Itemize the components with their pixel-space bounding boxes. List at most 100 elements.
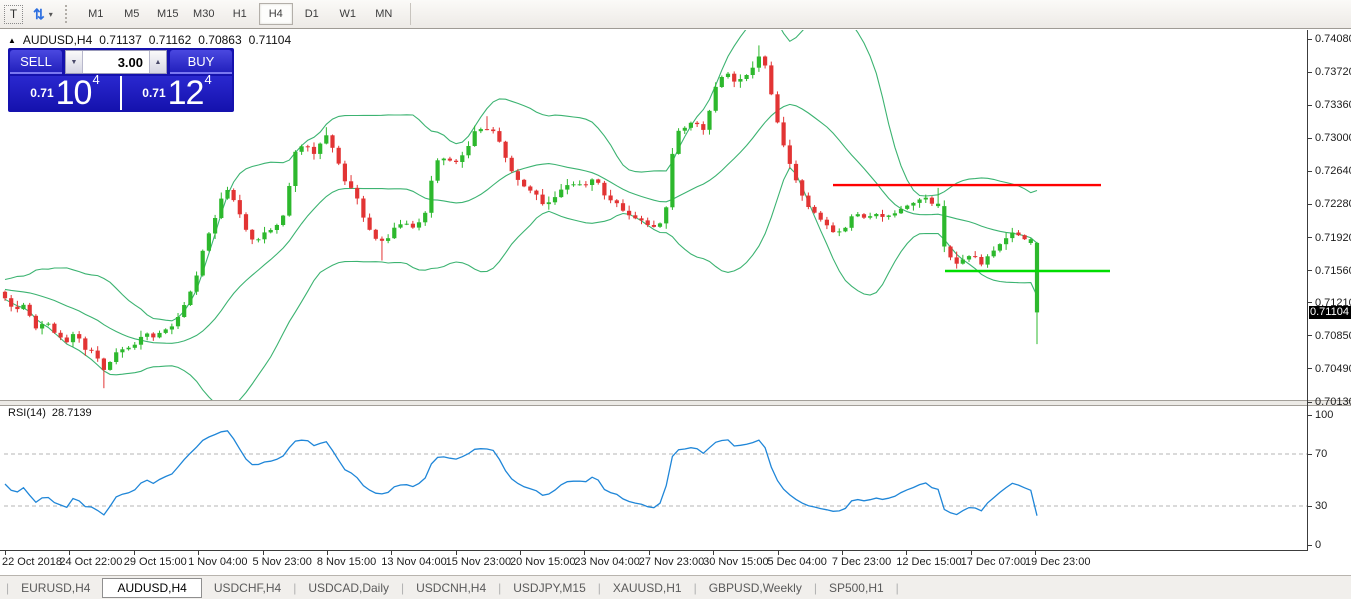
candle-body: [750, 67, 755, 75]
candle-body: [101, 358, 106, 370]
tab-separator: |: [895, 580, 899, 595]
candle-body: [973, 256, 978, 258]
price-axis-line: [1307, 30, 1308, 550]
time-tick-label: 15 Nov 23:00: [445, 556, 512, 568]
candle-body: [756, 56, 761, 68]
candle-body: [627, 210, 632, 216]
tab-USDCAD-Daily[interactable]: USDCAD,Daily: [308, 580, 389, 595]
timeframe-H1[interactable]: H1: [232, 8, 247, 20]
candle-body: [509, 157, 514, 172]
timeframe-H4[interactable]: H4: [258, 3, 293, 25]
tab-separator: |: [597, 580, 601, 595]
toolbar-grip[interactable]: [64, 5, 70, 23]
candle-body: [262, 232, 267, 240]
timeframe-D1[interactable]: D1: [304, 8, 319, 20]
candle-body: [898, 208, 904, 214]
time-tick-label: 30 Nov 15:00: [703, 556, 769, 568]
candle-body: [429, 180, 434, 213]
rsi-indicator-label: RSI(14) 28.7139: [8, 407, 92, 419]
tab-AUDUSD-H4[interactable]: AUDUSD,H4: [102, 577, 202, 598]
tab-SP500-H1[interactable]: SP500,H1: [828, 580, 884, 595]
time-tick: [1035, 550, 1036, 555]
timeframe-W1[interactable]: W1: [339, 8, 357, 20]
candle-body: [398, 224, 403, 228]
sell-price-pips: 10: [55, 74, 93, 112]
tab-EURUSD-H4[interactable]: EURUSD,H4: [21, 580, 91, 595]
candle-body: [70, 334, 76, 343]
time-tick: [326, 550, 328, 555]
time-tick: [198, 550, 200, 555]
candle-body: [435, 160, 440, 181]
candle-body: [1010, 232, 1015, 239]
candle-body: [33, 315, 38, 329]
toolbar: T ⇅ ▾ M1 M5 M15 M30 H1 H4 D1 W1 MN: [0, 0, 1351, 29]
rsi-tick: [1307, 414, 1312, 416]
candle-body: [979, 257, 984, 265]
timeframe-MN[interactable]: MN: [375, 8, 393, 20]
volume-increase-button[interactable]: ▲: [149, 51, 166, 73]
candle-body: [546, 202, 551, 205]
candle-body: [77, 334, 82, 339]
candle-body: [781, 122, 786, 146]
candle-body: [330, 135, 335, 148]
tab-GBPUSD-Weekly[interactable]: GBPUSD,Weekly: [708, 580, 802, 595]
candle-body: [763, 56, 768, 66]
volume-input[interactable]: 3.00: [83, 51, 149, 73]
symbol-period-label: AUDUSD,H4: [22, 33, 93, 47]
candle-body: [528, 186, 533, 191]
tab-USDCNH-H4[interactable]: USDCNH,H4: [416, 580, 487, 595]
tab-USDCHF-H4[interactable]: USDCHF,H4: [213, 580, 282, 595]
buy-price-point: 4: [204, 72, 212, 87]
tab-XAUUSD-H1[interactable]: XAUUSD,H1: [612, 580, 682, 595]
candle-body: [336, 147, 341, 164]
candle-body: [175, 317, 181, 327]
candle-body: [157, 332, 162, 338]
candle-body: [83, 338, 88, 350]
candle-body: [460, 155, 465, 162]
candle-body: [954, 257, 959, 264]
candle-body: [89, 349, 94, 351]
tab-separator: |: [693, 580, 697, 595]
time-tick: [262, 550, 264, 555]
collapse-triangle-icon[interactable]: ▲: [8, 35, 16, 45]
candle-body: [373, 229, 378, 239]
current-price-label: 0.71104: [1309, 305, 1351, 319]
sell-button[interactable]: SELL: [10, 50, 62, 74]
candle-body: [676, 130, 681, 154]
candle-body: [824, 219, 829, 226]
price-chart-surface[interactable]: [0, 30, 1311, 400]
timeframe-M15[interactable]: M15: [157, 8, 179, 20]
candle-body: [651, 225, 656, 227]
buy-button[interactable]: BUY: [170, 50, 232, 74]
sell-price-display[interactable]: 0.71 10 4: [10, 72, 120, 112]
time-tick: [713, 550, 715, 555]
arrange-arrows-button[interactable]: ⇅ ▾: [33, 6, 53, 23]
toolbar-separator: [409, 3, 411, 25]
rsi-chart-surface[interactable]: [0, 406, 1311, 550]
pane-resize-divider[interactable]: [0, 400, 1351, 406]
chart-title: ▲ AUDUSD,H4 0.71137 0.71162 0.70863 0.71…: [8, 33, 291, 47]
candle-body: [342, 163, 347, 182]
volume-decrease-button[interactable]: ▼: [66, 51, 83, 73]
timeframe-M5[interactable]: M5: [124, 8, 140, 20]
time-tick-label: 22 Oct 2018: [2, 556, 62, 568]
candle-body: [991, 250, 996, 257]
candle-body: [540, 194, 545, 205]
candle-body: [169, 326, 174, 330]
candle-body: [639, 218, 644, 221]
candle-body: [281, 215, 286, 225]
time-tick-label: 20 Nov 15:00: [510, 556, 576, 568]
timeframe-M30[interactable]: M30: [193, 8, 215, 20]
price-tick: [1307, 237, 1312, 238]
candle-body: [491, 129, 496, 132]
text-tool-button[interactable]: T: [4, 4, 23, 24]
candle-body: [386, 238, 391, 241]
buy-price-display[interactable]: 0.71 12 4: [122, 72, 232, 110]
candle-body: [126, 347, 131, 350]
candle-body: [447, 158, 452, 161]
time-tick: [841, 550, 843, 555]
timeframe-M1[interactable]: M1: [88, 8, 104, 20]
candle-body: [806, 195, 811, 207]
tab-USDJPY-M15[interactable]: USDJPY,M15: [513, 580, 586, 595]
time-axis-line: [0, 550, 1308, 551]
